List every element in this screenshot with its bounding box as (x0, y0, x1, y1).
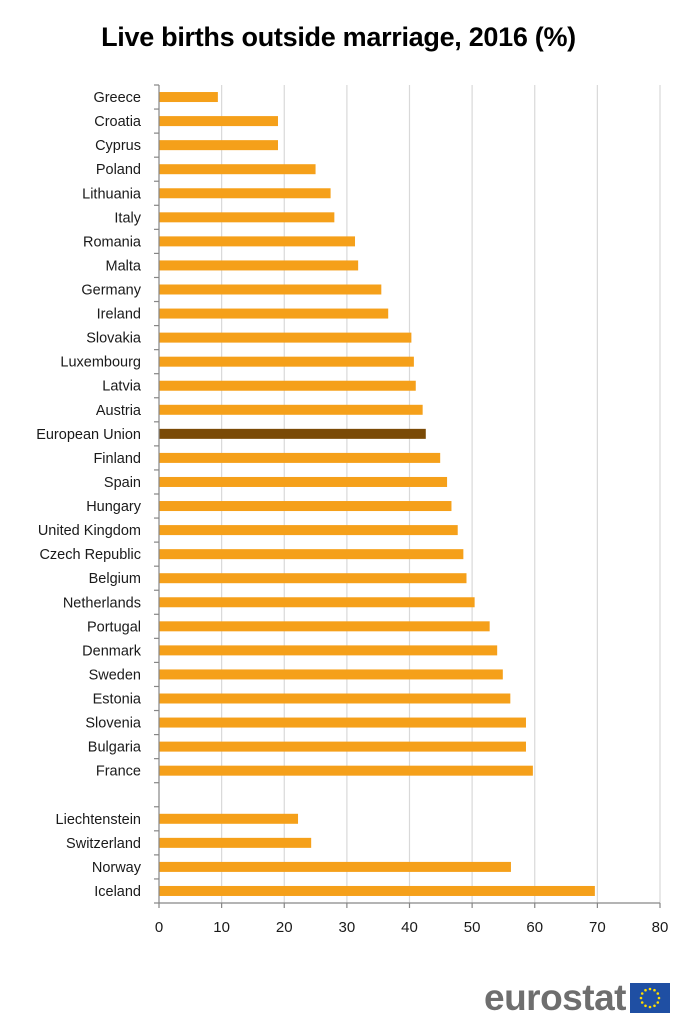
category-label: Finland (93, 451, 141, 467)
x-tick-label: 60 (526, 919, 543, 936)
category-label: Hungary (86, 499, 142, 515)
category-label: Denmark (82, 643, 142, 659)
category-label: Bulgaria (88, 740, 142, 756)
bar-bulgaria (159, 741, 526, 752)
category-label: Netherlands (63, 595, 141, 611)
bar-sweden (159, 669, 503, 680)
star-icon (644, 1004, 647, 1008)
bar-poland (159, 164, 316, 175)
bar-lithuania (159, 188, 331, 199)
bar-austria (159, 404, 423, 415)
category-label: Germany (81, 283, 141, 299)
star-icon (653, 988, 656, 992)
bar-italy (159, 212, 335, 223)
category-label: Portugal (87, 619, 141, 635)
bar-germany (159, 284, 382, 295)
bar-european-union (159, 428, 426, 439)
category-label: Italy (114, 210, 141, 226)
star-icon (657, 996, 661, 1000)
logo-text: eurostat (484, 977, 626, 1018)
category-label: Cyprus (95, 138, 141, 154)
bar-spain (159, 476, 448, 487)
bar-iceland (159, 885, 595, 896)
category-label: Slovenia (85, 716, 142, 732)
eu-stars-icon (639, 987, 661, 1009)
category-label: Sweden (89, 667, 141, 683)
x-tick-label: 70 (589, 919, 606, 936)
star-icon (653, 1004, 656, 1008)
bar-malta (159, 260, 359, 271)
category-label: France (96, 764, 141, 780)
star-icon (640, 992, 644, 995)
x-tick-label: 40 (401, 919, 418, 936)
bar-france (159, 765, 533, 776)
bar-hungary (159, 501, 452, 512)
x-tick-label: 10 (213, 919, 230, 936)
star-icon (644, 988, 647, 992)
category-label: Switzerland (66, 836, 141, 852)
bar-finland (159, 452, 441, 463)
category-label: Norway (92, 860, 142, 876)
x-tick-label: 0 (155, 919, 163, 936)
eu-flag-icon (629, 983, 670, 1013)
bar-slovenia (159, 717, 526, 728)
category-label: Estonia (93, 692, 142, 708)
bar-ireland (159, 308, 389, 319)
star-icon (656, 1001, 660, 1004)
bar-estonia (159, 693, 511, 704)
bar-luxembourg (159, 356, 414, 367)
category-label: Latvia (102, 379, 142, 395)
bar-cyprus (159, 140, 278, 151)
x-tick-label: 20 (276, 919, 293, 936)
category-label: Ireland (97, 307, 141, 323)
bar-slovakia (159, 332, 412, 343)
star-icon (648, 987, 652, 991)
x-tick-label: 30 (339, 919, 356, 936)
star-icon (639, 996, 643, 1000)
category-label: Belgium (89, 571, 141, 587)
category-label: Austria (96, 403, 142, 419)
category-label: European Union (36, 427, 141, 443)
bar-greece (159, 92, 218, 103)
category-label: Spain (104, 475, 141, 491)
category-label: Romania (83, 234, 142, 250)
category-label: Greece (93, 90, 141, 106)
category-label: Luxembourg (60, 355, 141, 371)
x-tick-label: 50 (464, 919, 481, 936)
category-label: Croatia (94, 114, 142, 130)
bar-czech-republic (159, 549, 464, 560)
category-label: Lithuania (82, 186, 142, 202)
category-label: Czech Republic (39, 547, 141, 563)
eurostat-logo: eurostat (484, 978, 670, 1018)
category-label: Poland (96, 162, 141, 178)
category-label: Liechtenstein (56, 812, 141, 828)
bar-norway (159, 861, 511, 872)
category-label: Malta (106, 258, 142, 274)
category-label: Iceland (94, 884, 141, 900)
bar-latvia (159, 380, 416, 391)
star-icon (640, 1001, 644, 1004)
bar-liechtenstein (159, 813, 299, 824)
star-icon (648, 1005, 652, 1009)
bar-denmark (159, 645, 498, 656)
category-label: United Kingdom (38, 523, 141, 539)
x-tick-label: 80 (652, 919, 669, 936)
chart-title: Live births outside marriage, 2016 (%) (101, 22, 576, 52)
bar-romania (159, 236, 356, 247)
bar-united-kingdom (159, 525, 458, 536)
star-icon (656, 992, 660, 995)
bar-croatia (159, 116, 278, 127)
bar-netherlands (159, 597, 475, 608)
bar-portugal (159, 621, 490, 632)
category-label: Slovakia (86, 331, 142, 347)
bar-belgium (159, 573, 467, 584)
bar-switzerland (159, 837, 312, 848)
